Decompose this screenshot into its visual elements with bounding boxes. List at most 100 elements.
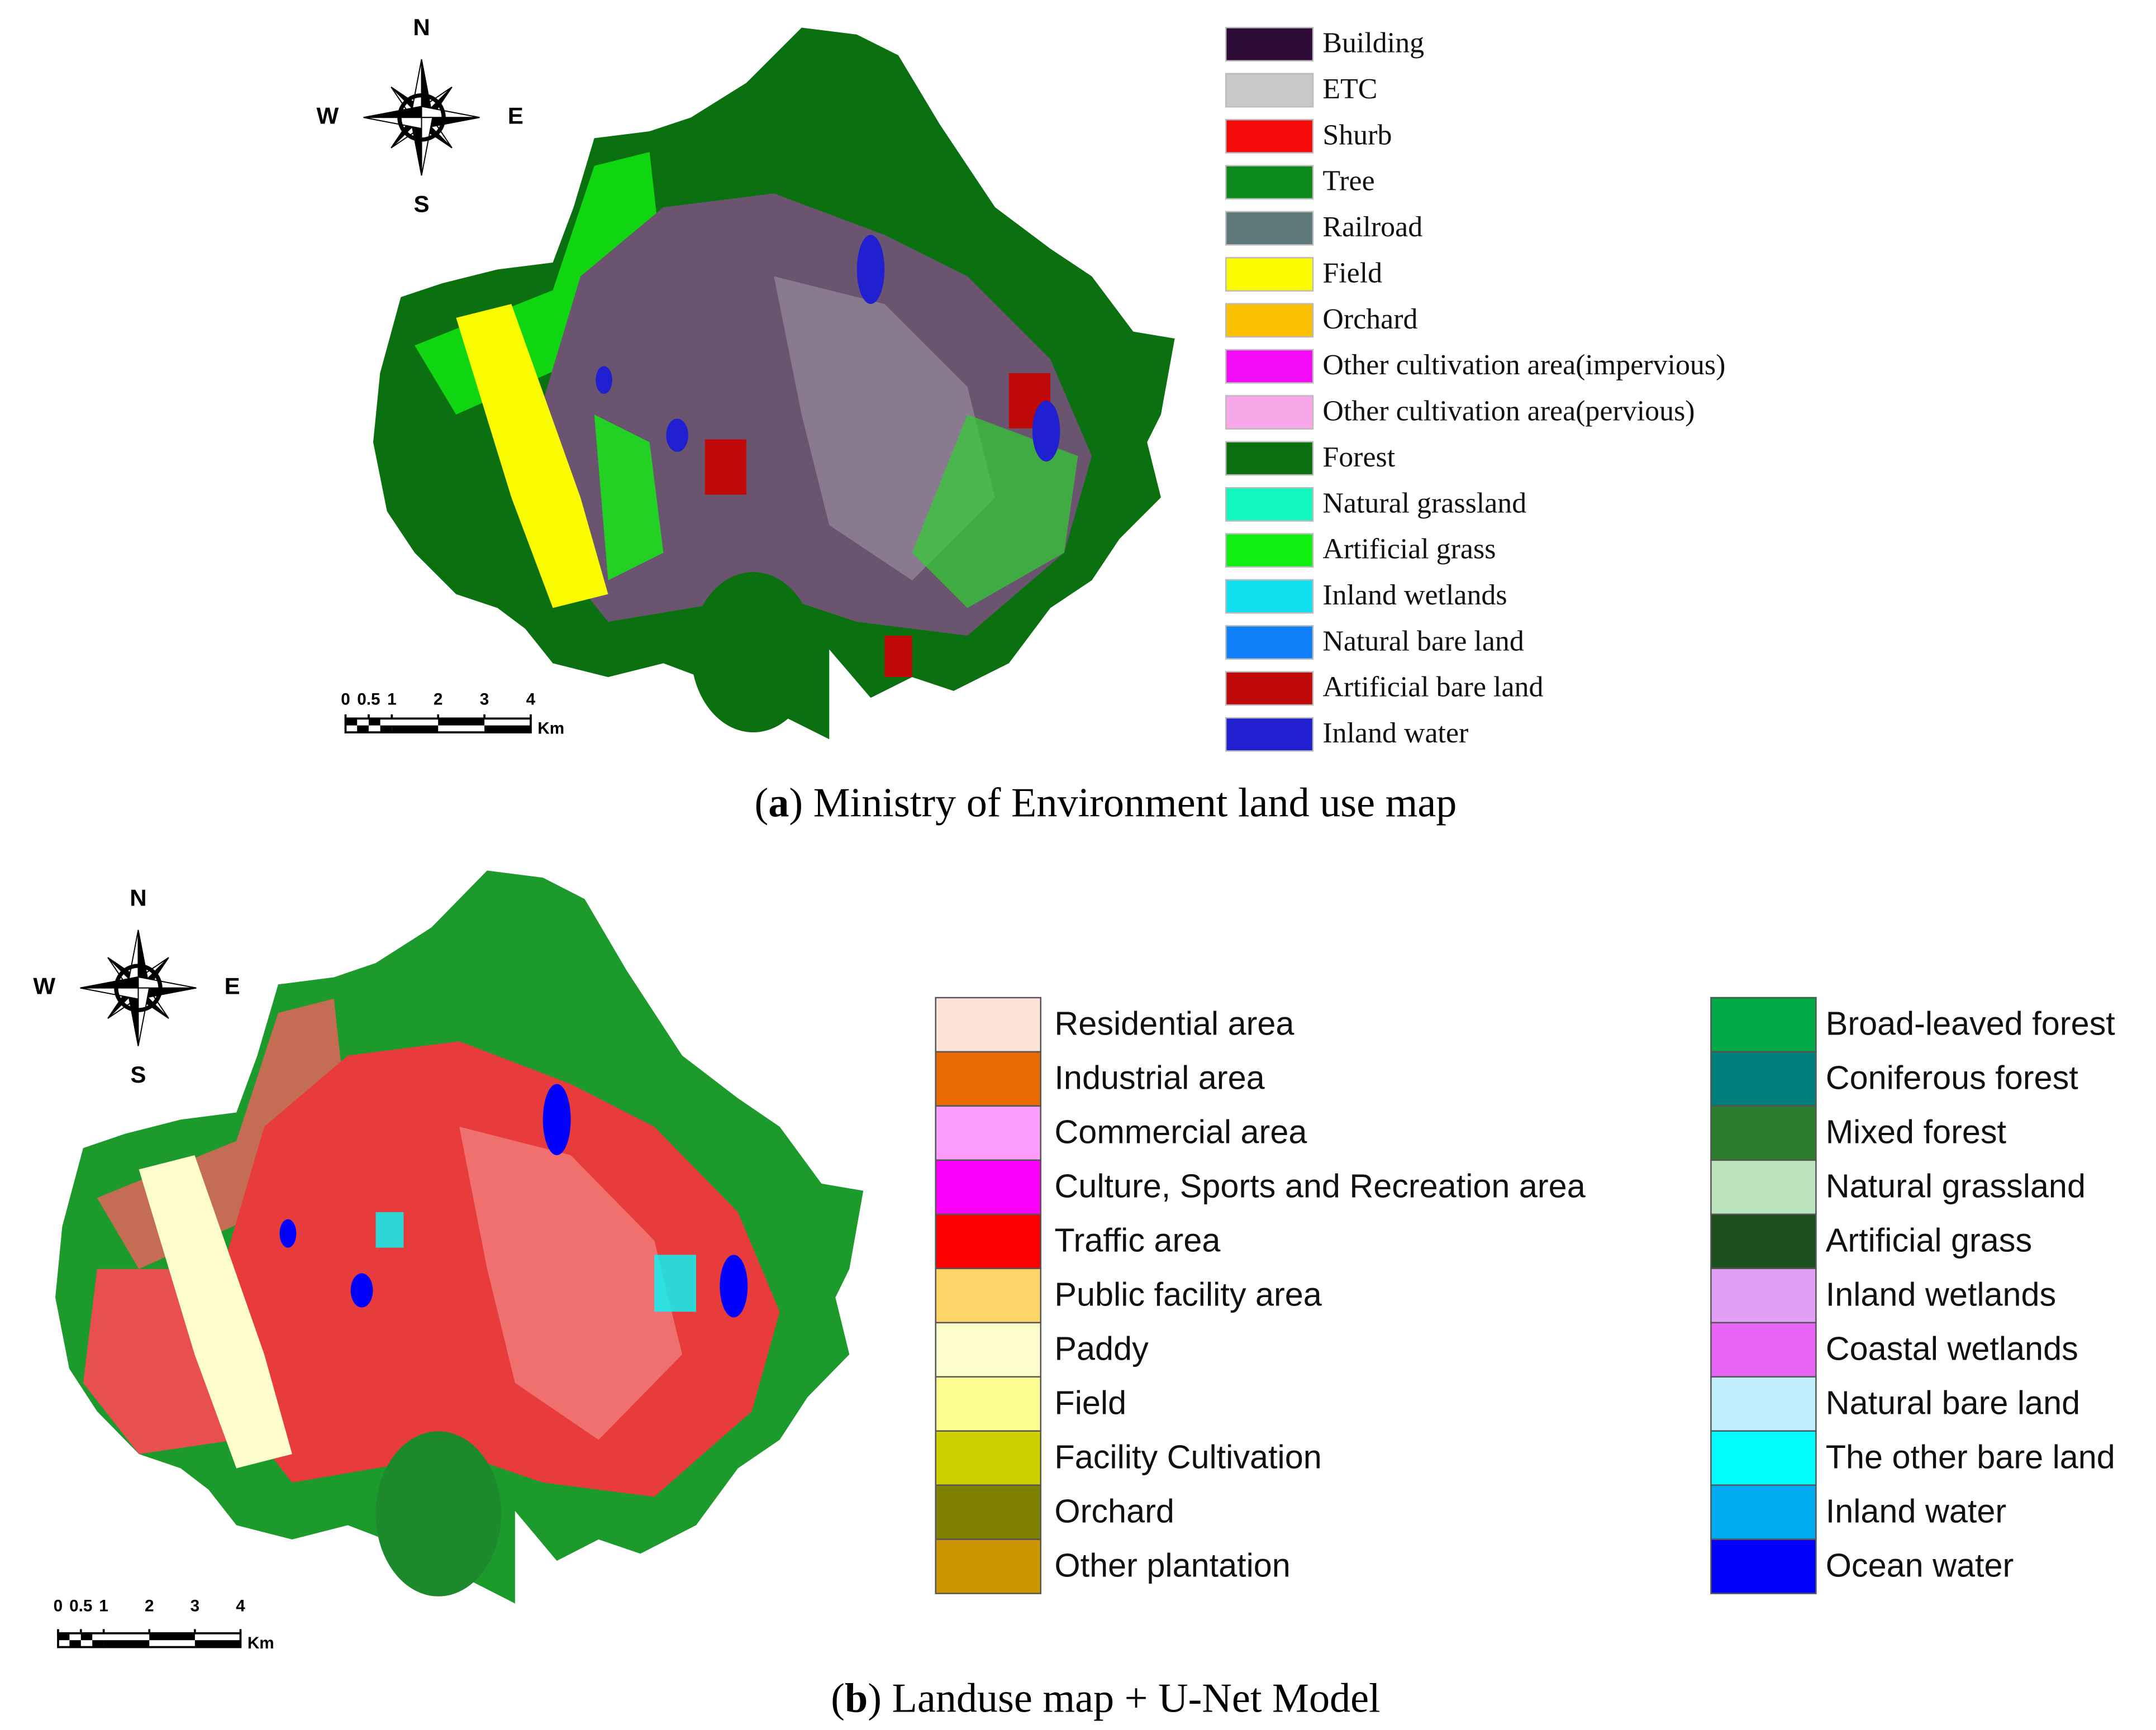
- legend-label: Coniferous forest: [1826, 1059, 2079, 1097]
- compass-ring: [114, 964, 163, 1012]
- panel: N S W E 0 0.5 1 2 3 4 Km Residential area Industrial…: [33, 884, 2115, 1721]
- compass-point: [363, 106, 422, 118]
- scale-tick-label: 2: [145, 1596, 154, 1615]
- legend-label: Natural grassland: [1322, 487, 1526, 519]
- scale-segment: [357, 725, 369, 733]
- legend-label: Railroad: [1322, 211, 1422, 243]
- legend-swatch: [935, 1376, 1041, 1432]
- caption-part: ) Ministry of Environment land use map: [789, 780, 1457, 826]
- legend-label: Other plantation: [1054, 1546, 1290, 1584]
- legend-label: Mixed forest: [1826, 1113, 2007, 1151]
- legend-swatch: [935, 1322, 1041, 1378]
- legend-swatch: [1225, 118, 1314, 154]
- legend-swatch: [1225, 671, 1314, 706]
- legend-swatch: [1225, 441, 1314, 476]
- legend-swatch: [1225, 165, 1314, 200]
- caption-part: a: [768, 780, 789, 826]
- legend-swatch: [935, 1538, 1041, 1594]
- legend-swatch: [1225, 303, 1314, 338]
- scale-tick-label: 4: [236, 1596, 245, 1615]
- compass-label: W: [316, 102, 339, 128]
- legend-swatch: [1710, 1322, 1817, 1378]
- caption-part: (: [831, 1676, 845, 1722]
- legend-label: Residential area: [1054, 1005, 1294, 1042]
- caption-part: b: [845, 1676, 868, 1722]
- legend-label: Public facility area: [1054, 1275, 1322, 1313]
- scale-segment: [345, 718, 358, 726]
- legend-swatch: [935, 1105, 1041, 1161]
- legend-swatch: [1710, 1213, 1817, 1270]
- scale-tick-label: 4: [526, 690, 536, 709]
- legend-swatch: [1710, 997, 1817, 1053]
- legend-swatch: [1710, 1159, 1817, 1216]
- legend-label: Facility Cultivation: [1054, 1438, 1321, 1475]
- legend-swatch: [1710, 1051, 1817, 1107]
- compass-label: W: [33, 973, 55, 999]
- legend-swatch: [935, 1430, 1041, 1486]
- legend-label: Ocean water: [1826, 1546, 2014, 1584]
- scale-tick-label: 0: [54, 1596, 63, 1615]
- legend-swatch: [1225, 487, 1314, 522]
- compass-ring: [397, 93, 446, 142]
- compass-point: [80, 987, 139, 1000]
- legend-label: Commercial area: [1054, 1113, 1307, 1151]
- legend-swatch: [1225, 73, 1314, 108]
- legend-swatch: [1225, 27, 1314, 62]
- scale-tick-label: 1: [99, 1596, 108, 1615]
- legend-label: Industrial area: [1054, 1059, 1265, 1097]
- legend-label: Artificial grass: [1826, 1221, 2032, 1259]
- legend-label: Orchard: [1054, 1492, 1174, 1529]
- legend-label: Coastal wetlands: [1826, 1329, 2078, 1367]
- legend-label: Natural grassland: [1826, 1167, 2086, 1205]
- legend-label: Forest: [1322, 441, 1395, 473]
- compass-label: E: [225, 973, 240, 999]
- land-use-map: [373, 27, 1175, 740]
- legend-swatch: [1710, 1267, 1817, 1324]
- caption: (a) Ministry of Environment land use map: [755, 780, 1457, 826]
- legend-swatch: [1225, 579, 1314, 614]
- legend-swatch: [1710, 1538, 1817, 1594]
- compass-point: [80, 976, 139, 989]
- compass-point: [137, 976, 197, 989]
- scale-segment: [103, 1640, 150, 1647]
- legend-label: Field: [1054, 1384, 1126, 1421]
- scale-segment: [368, 718, 380, 726]
- legend-label: Tree: [1322, 165, 1374, 197]
- scale-segment: [149, 1633, 195, 1641]
- legend-swatch: [1225, 257, 1314, 292]
- legend-label: Natural bare land: [1826, 1384, 2080, 1421]
- compass-label: E: [508, 102, 523, 128]
- scale-tick-label: 0.5: [357, 690, 380, 709]
- legend-swatch: [1225, 625, 1314, 660]
- scale-tick-label: 2: [434, 690, 443, 709]
- land-use-map: [55, 870, 864, 1604]
- legend-label: Building: [1322, 27, 1424, 59]
- legend-label: Other cultivation area(pervious): [1322, 395, 1695, 427]
- scale-segment: [380, 725, 392, 733]
- legend-label: Natural bare land: [1322, 625, 1524, 657]
- compass-label: S: [130, 1061, 146, 1088]
- legend-swatch: [1225, 349, 1314, 384]
- legend-label: Culture, Sports and Recreation area: [1054, 1167, 1586, 1205]
- scale-tick-label: 1: [387, 690, 397, 709]
- compass-point: [421, 106, 480, 118]
- caption-part: ) Landuse map + U-Net Model: [868, 1676, 1380, 1722]
- legend-label: Inland wetlands: [1826, 1275, 2057, 1313]
- scale-segment: [438, 718, 485, 726]
- compass-label: N: [413, 14, 430, 40]
- legend-label: The other bare land: [1826, 1438, 2115, 1475]
- scale-tick-label: 0.5: [69, 1596, 92, 1615]
- scale-tick-label: 3: [191, 1596, 200, 1615]
- scale-segment: [194, 1640, 241, 1647]
- panel: N S W E 0 0.5 1 2 3 4Km Building ETC Shurb Tree Railro…: [316, 14, 1725, 826]
- legend-label: Shurb: [1322, 119, 1392, 151]
- legend-label: Other cultivation area(impervious): [1322, 349, 1725, 381]
- scale-segment: [69, 1640, 81, 1647]
- legend-swatch: [1710, 1376, 1817, 1432]
- legend-label: Inland wetlands: [1322, 579, 1507, 611]
- compass-label: S: [413, 191, 429, 217]
- legend-label: Artificial grass: [1322, 533, 1496, 565]
- legend-label: Broad-leaved forest: [1826, 1005, 2116, 1042]
